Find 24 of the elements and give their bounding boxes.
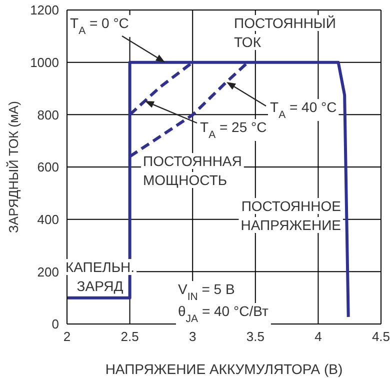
annotation: ПОСТОЯННЫЙ ТОК <box>234 15 336 50</box>
x-tick-label: 2.5 <box>120 329 139 344</box>
annotation: ПОСТОЯННАЯ МОЩНОСТЬ <box>143 153 242 188</box>
x-tick-label: 3.5 <box>246 329 264 344</box>
y-tick-label: 800 <box>37 107 59 122</box>
annotation: T$_{A}$ = 40 °C <box>270 99 337 121</box>
x-tick-label: 4 <box>314 329 322 344</box>
x-tick-label: 2 <box>63 329 71 344</box>
annotation: θ$_{JA}$ = 40 °C/Вт <box>178 303 269 325</box>
y-tick-label: 200 <box>37 264 59 280</box>
annotation: КАПЕЛЬН. ЗАРЯД <box>65 259 135 294</box>
annotation: T$_{A}$ = 25 °C <box>200 119 267 141</box>
annotation: ПОСТОЯННОЕ НАПРЯЖЕНИЕ <box>240 198 341 233</box>
y-tick-label: 400 <box>37 212 59 227</box>
annotation: T$_{A}$ = 0 °C <box>70 15 129 37</box>
annotation: V$_{IN}$ = 5 В <box>178 281 235 303</box>
y-tick-label: 600 <box>37 160 59 175</box>
y-tick-label: 1200 <box>30 2 59 18</box>
y-tick-label: 0 <box>52 316 59 332</box>
x-tick-label: 3 <box>188 329 196 344</box>
x-axis-title: НАПРЯЖЕНИЕ АККУМУЛЯТОРА (В) <box>105 361 343 377</box>
y-tick-label: 1000 <box>30 54 59 70</box>
x-tick-label: 4.5 <box>372 329 390 344</box>
y-axis-title: ЗАРЯДНЫЙ ТОК (мА) <box>6 101 21 233</box>
